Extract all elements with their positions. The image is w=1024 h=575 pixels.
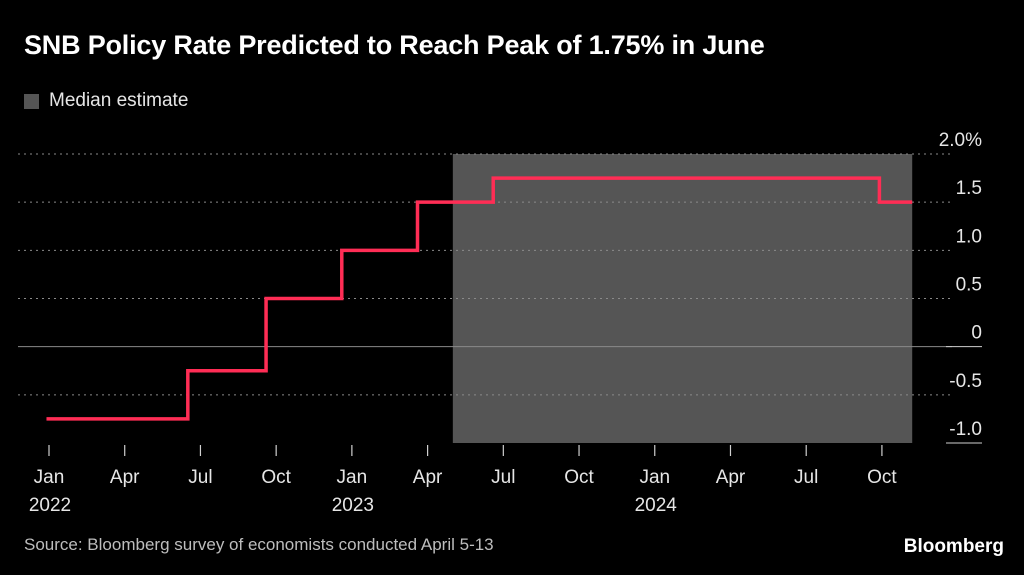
x-tick-label: Oct (261, 467, 291, 488)
median-estimate-region (452, 154, 913, 443)
x-tick-label: Jan (337, 467, 368, 488)
x-year-label: 2024 (635, 495, 678, 516)
x-tick-label: Apr (413, 467, 443, 488)
x-tick-label: Apr (716, 467, 746, 488)
chart-title: SNB Policy Rate Predicted to Reach Peak … (24, 30, 765, 60)
y-tick-label: 1.5 (956, 178, 982, 199)
x-tick-label: Jan (639, 467, 670, 488)
y-tick-label: 1.0 (956, 226, 982, 247)
y-tick-label: 2.0% (939, 130, 982, 151)
legend-swatch-median-estimate (24, 93, 39, 109)
legend: Median estimate (24, 90, 188, 112)
x-tick-label: Jul (794, 467, 818, 488)
x-tick-label: Jul (188, 467, 212, 488)
x-tick-label: Jan (34, 467, 65, 488)
x-tick-label: Apr (110, 467, 140, 488)
x-year-label: 2023 (332, 495, 374, 516)
y-tick-label: 0.5 (956, 275, 982, 296)
y-tick-label: -0.5 (949, 371, 982, 392)
legend-label-median-estimate: Median estimate (49, 90, 189, 111)
x-tick-label: Jul (491, 467, 515, 488)
bloomberg-logo: Bloomberg (903, 536, 1004, 557)
source-note: Source: Bloomberg survey of economists c… (24, 535, 494, 554)
x-year-label: 2022 (29, 495, 71, 516)
x-tick-label: Oct (867, 467, 897, 488)
x-tick-label: Oct (564, 467, 594, 488)
y-tick-label: 0 (971, 323, 982, 344)
series-line-policy-rate (46, 176, 913, 421)
y-tick-label: -1.0 (949, 419, 982, 440)
